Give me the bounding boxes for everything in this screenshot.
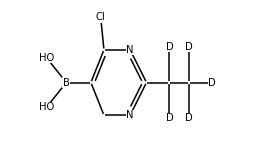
Text: D: D [185,42,193,51]
Text: HO: HO [39,102,54,112]
Text: B: B [63,78,70,87]
Text: HO: HO [39,53,54,63]
Text: N: N [126,110,134,120]
Text: D: D [185,114,193,123]
Text: D: D [166,114,173,123]
Text: N: N [126,45,134,55]
Text: D: D [166,42,173,51]
Text: Cl: Cl [96,12,106,22]
Text: D: D [208,78,216,87]
